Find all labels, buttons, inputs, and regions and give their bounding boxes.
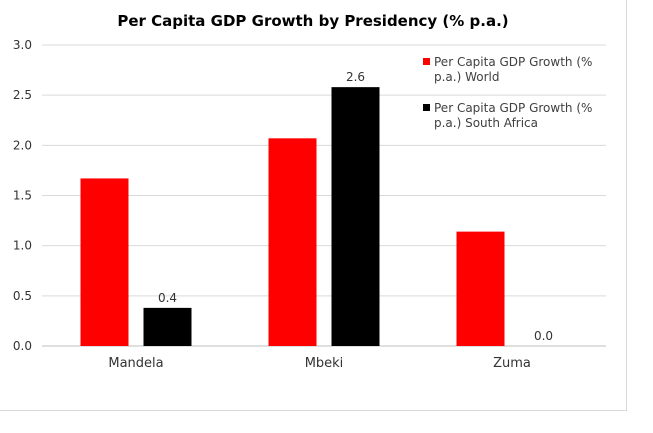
- x-tick-label: Mbeki: [305, 356, 344, 371]
- y-tick-label: 2.0: [13, 138, 32, 152]
- x-axis: Mandela Mbeki Zuma: [108, 356, 531, 371]
- y-tick-label: 1.5: [13, 189, 32, 203]
- bar-chart: Per Capita GDP Growth by Presidency (% p…: [13, 12, 606, 371]
- data-label: 0.0: [534, 329, 553, 343]
- x-tick-label: Zuma: [493, 356, 531, 371]
- legend-swatch: [423, 58, 430, 65]
- legend-label: Per Capita GDP Growth (%: [434, 55, 592, 69]
- chart-frame: Per Capita GDP Growth by Presidency (% p…: [0, 0, 627, 411]
- y-axis: 0.0 0.5 1.0 1.5 2.0 2.5 3.0: [13, 38, 32, 353]
- bar: [143, 307, 192, 346]
- y-tick-label: 1.0: [13, 239, 32, 253]
- x-tick-label: Mandela: [108, 356, 163, 371]
- gridlines: [42, 44, 606, 347]
- bar: [268, 138, 317, 346]
- y-tick-label: 3.0: [13, 38, 32, 52]
- legend-label: p.a.) South Africa: [434, 116, 538, 130]
- legend-swatch: [423, 104, 430, 111]
- data-label: 2.6: [346, 70, 365, 84]
- bar: [456, 231, 505, 346]
- data-label: 0.4: [158, 291, 177, 305]
- legend-label: p.a.) World: [434, 70, 499, 84]
- y-tick-label: 0.0: [13, 339, 32, 353]
- y-tick-label: 2.5: [13, 88, 32, 102]
- y-tick-label: 0.5: [13, 289, 32, 303]
- chart-title: Per Capita GDP Growth by Presidency (% p…: [117, 12, 508, 30]
- bar: [80, 178, 129, 346]
- legend-label: Per Capita GDP Growth (%: [434, 101, 592, 115]
- bars: 0.4 2.6 0.0: [80, 70, 553, 346]
- bar: [331, 87, 380, 346]
